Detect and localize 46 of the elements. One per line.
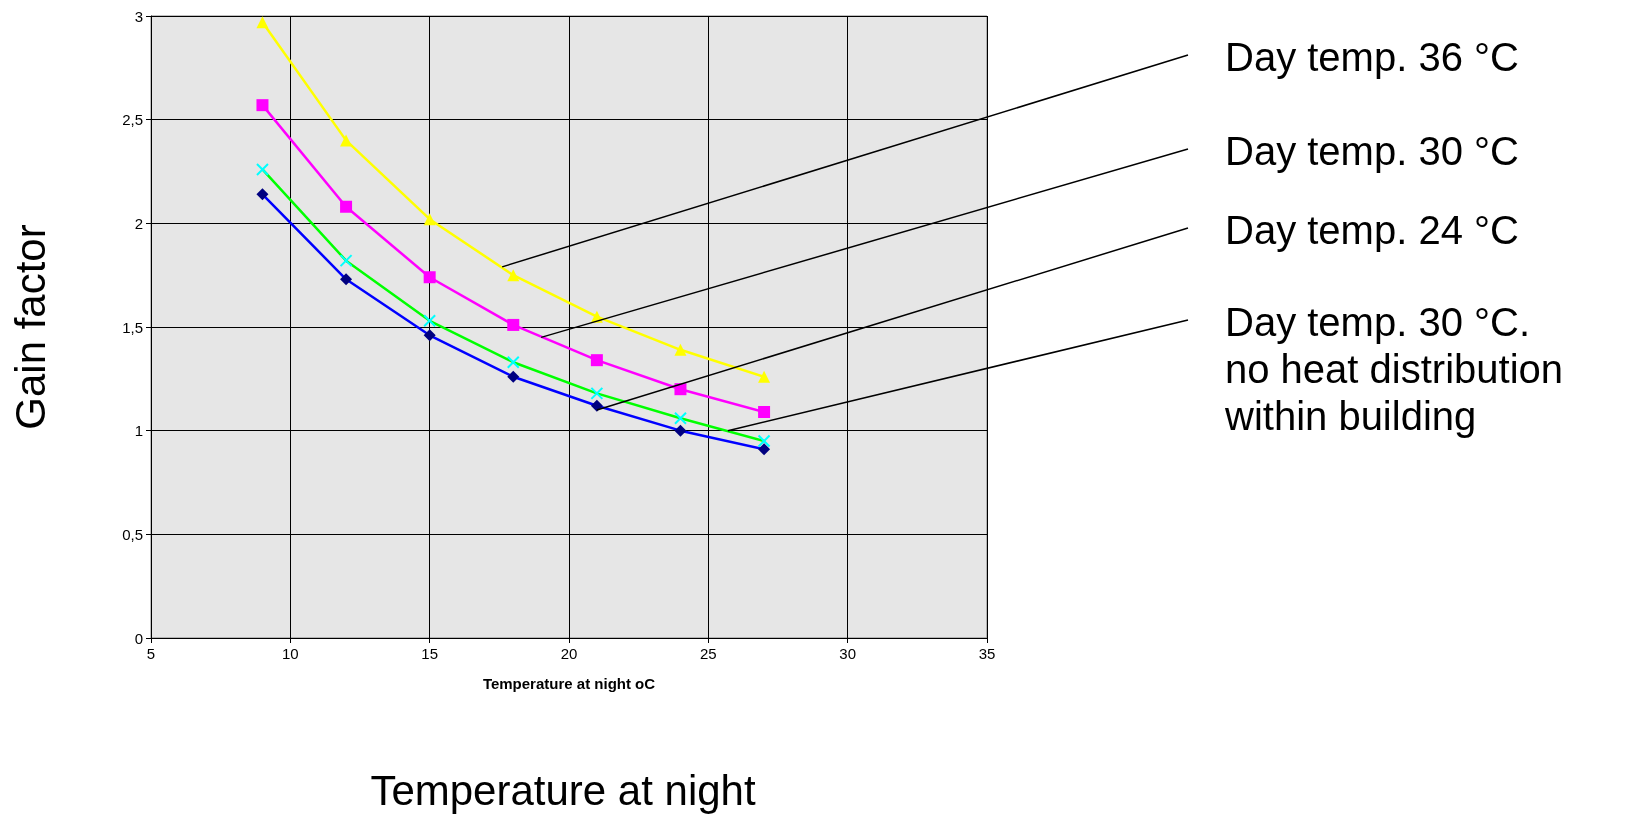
point [423,271,436,284]
point [423,314,437,328]
x-axis-title: Temperature at night oC [482,675,656,692]
y-tick-label: 1,5 [122,318,143,336]
point [423,329,436,342]
annotation: Day temp. 36 °C [1225,35,1519,79]
point [423,213,436,226]
x-tick-label: 15 [421,645,439,662]
y-tick-label: 1 [134,422,143,440]
point [507,370,520,383]
point [339,254,353,268]
annotation: Day temp. 24 °C [1225,208,1519,252]
x-tick-label: 20 [560,645,578,662]
point [590,399,603,412]
point [340,273,353,286]
point [757,434,771,448]
point [674,343,687,356]
y-tick-label: 0 [134,629,143,647]
x-tick-label: 10 [281,645,299,662]
y-tick-label: 0,5 [122,525,143,543]
point [590,386,604,400]
y-axis-title: Gain factor [6,224,54,430]
point [507,318,520,331]
x-tick-label: 35 [978,645,996,662]
point [758,443,771,456]
point [674,424,687,437]
point [758,370,771,383]
point [256,188,269,201]
y-tick-label: 3 [134,7,143,25]
point [340,200,353,213]
annotation: Day temp. 30 °C. no heat distribution within building [1224,300,1564,438]
point [590,354,603,367]
text: Temperature at night [370,767,756,814]
point [256,99,269,112]
point [256,16,269,29]
point [507,269,520,282]
point [673,411,687,425]
point [758,406,771,419]
y-tick-label: 2,5 [122,111,143,129]
annotation: Day temp. 30 °C [1225,129,1519,173]
y-tick-label: 2 [134,214,143,232]
x-tick-label: 5 [146,645,156,662]
point [255,162,269,176]
point [506,355,520,369]
x-tick-label: 25 [699,645,717,662]
x-tick-label: 30 [839,645,857,662]
